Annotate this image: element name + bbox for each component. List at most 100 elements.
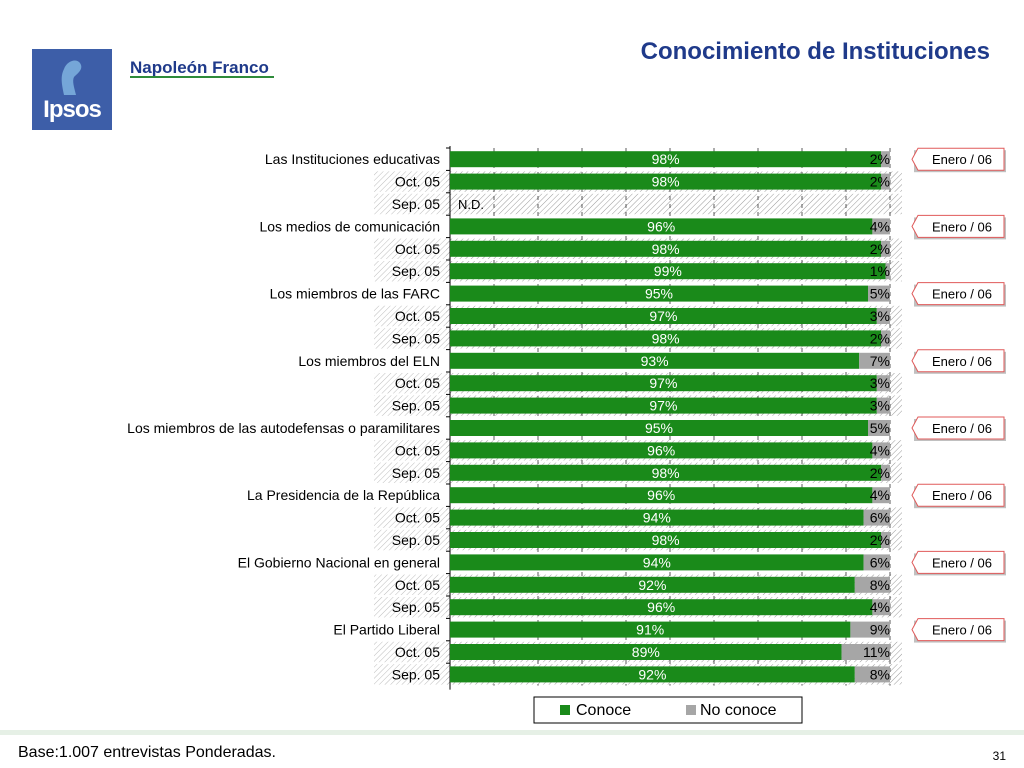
bar-no-conoce [854,666,890,683]
hatch-band-fade [374,373,446,394]
bar-conoce [450,240,882,257]
hatch-band-fade [374,395,446,416]
bar-conoce [450,464,882,481]
category-label: Oct. 05 [395,308,440,324]
hatch-band-fade [374,641,446,663]
bar-no-conoce [863,509,890,526]
value-label-no-conoce: 4% [870,218,890,234]
brand-name: Napoleón Franco [130,58,269,77]
category-label: Oct. 05 [395,510,440,526]
callout-box [911,147,1005,171]
bar-conoce [450,442,873,459]
callout-box [911,349,1005,373]
category-label: Oct. 05 [395,241,440,257]
bar-no-conoce [850,621,890,638]
hatch-band-fade [374,238,446,259]
hatch-band-fade [374,529,446,551]
value-label-conoce: 96% [647,218,675,234]
category-label: Oct. 05 [395,644,440,660]
value-label-conoce: 98% [652,465,680,481]
logo-text: Ipsos [43,96,102,123]
value-label-no-conoce: 8% [870,666,890,682]
bar-conoce [450,375,877,392]
value-label-conoce: 96% [647,599,675,615]
callout-label: Enero / 06 [932,219,992,234]
legend-swatch-no-conoce [686,705,696,715]
bar-no-conoce [881,151,890,168]
hatch-band-fade [374,507,446,528]
value-label-no-conoce: 2% [870,174,890,190]
tree-figure-icon [61,60,82,95]
bar-conoce [450,330,882,347]
category-label: Los miembros del ELN [298,353,440,369]
category-label: Oct. 05 [395,174,440,190]
value-label-conoce: 97% [649,375,677,391]
callout-box [911,282,1005,306]
value-label-conoce: 98% [652,174,680,190]
bar-no-conoce [872,487,890,504]
value-label-conoce: 91% [636,622,664,638]
value-label-no-conoce: 2% [870,465,890,481]
hatch-band-fade [374,193,446,215]
value-label-conoce: 94% [643,510,671,526]
value-label-no-conoce: 2% [870,151,890,167]
bar-no-conoce [868,285,890,302]
category-label: Las Instituciones educativas [265,151,440,167]
page-title: Conocimiento de Instituciones [640,38,990,65]
category-label: Oct. 05 [395,442,440,458]
value-label-conoce: 99% [654,263,682,279]
value-label-conoce: 96% [647,487,675,503]
category-label: La Presidencia de la República [247,487,440,503]
bar-conoce [450,173,882,190]
bar-no-conoce [841,644,890,660]
category-label: Sep. 05 [392,263,440,279]
hatch-band [374,193,902,215]
callout-box [911,214,1005,238]
hatch-band-fade [374,664,446,685]
bar-no-conoce [881,173,890,190]
ipsos-logo: Ipsos [32,49,112,130]
bar-conoce [450,151,882,168]
bar-no-conoce [863,554,890,571]
value-label-no-conoce: 7% [870,353,890,369]
na-label: N.D. [458,197,484,212]
value-label-conoce: 97% [649,398,677,414]
category-label: Sep. 05 [392,666,440,682]
bar-no-conoce [854,576,890,593]
bar-conoce [450,554,864,571]
callout-label: Enero / 06 [932,421,992,436]
bar-no-conoce [881,464,890,481]
category-label: Sep. 05 [392,330,440,346]
bar-conoce [450,621,851,638]
legend-box [533,696,803,724]
value-label-no-conoce: 3% [870,375,890,391]
stacked-bar-chart: Las Instituciones educativas 98% 2% Enero /… [127,146,1006,724]
value-label-conoce: 89% [632,644,660,660]
callout-box [911,483,1005,507]
bar-no-conoce [881,532,890,548]
page-number: 31 [992,749,1006,763]
value-label-no-conoce: 1% [870,263,890,279]
bar-conoce [450,599,873,616]
footer-divider [0,730,1024,735]
category-label: Oct. 05 [395,375,440,391]
category-label: Los miembros de las FARC [270,286,440,302]
category-label: Sep. 05 [392,532,440,548]
bar-no-conoce [885,263,890,280]
value-label-no-conoce: 5% [870,286,890,302]
callout-label: Enero / 06 [932,555,992,570]
value-label-no-conoce: 9% [870,622,890,638]
hatch-band-fade [374,305,446,327]
legend-swatch-conoce [560,705,570,715]
value-label-no-conoce: 2% [870,241,890,257]
category-label: Los medios de comunicación [259,218,440,234]
callout-box [911,550,1005,574]
footer-note: Base:1.007 entrevistas Ponderadas. [18,744,276,761]
value-label-no-conoce: 6% [870,554,890,570]
bar-conoce [450,263,886,280]
value-label-no-conoce: 3% [870,398,890,414]
legend-label-no-conoce: No conoce [700,702,777,719]
legend-label-conoce: Conoce [576,702,631,719]
category-label: Sep. 05 [392,398,440,414]
value-label-conoce: 92% [638,666,666,682]
